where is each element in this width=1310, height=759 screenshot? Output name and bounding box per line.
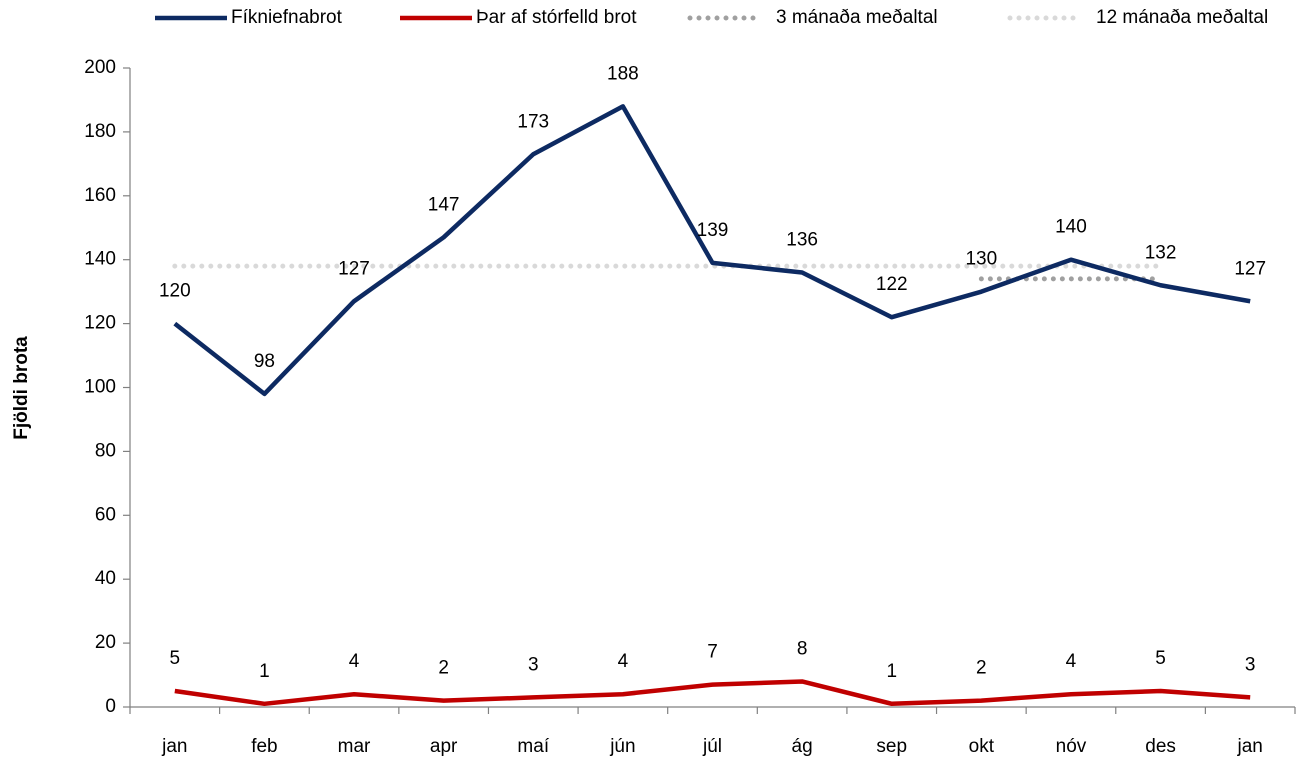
- y-tick-label: 100: [84, 377, 116, 398]
- y-tick-label: 140: [84, 249, 116, 270]
- data-label: 136: [786, 229, 818, 250]
- data-label: 140: [1055, 217, 1087, 238]
- x-tick-label: jan: [1237, 736, 1263, 757]
- data-label: 8: [797, 638, 808, 659]
- y-tick-label: 20: [95, 632, 116, 653]
- data-label: 98: [254, 351, 275, 372]
- y-tick-label: 60: [95, 504, 116, 525]
- data-label: 132: [1145, 242, 1177, 263]
- legend-label: Fíkniefnabrot: [231, 7, 343, 28]
- data-label: 120: [159, 281, 191, 302]
- x-tick-label: sep: [876, 736, 907, 757]
- data-label: 188: [607, 63, 639, 84]
- data-label: 3: [1245, 654, 1256, 675]
- series-line: [173, 104, 1251, 397]
- data-label: 147: [428, 194, 460, 215]
- data-label: 173: [517, 111, 549, 132]
- x-tick-label: jún: [609, 736, 635, 757]
- series-line: [174, 679, 1251, 707]
- data-label: 139: [697, 220, 729, 241]
- y-tick-label: 40: [95, 568, 116, 589]
- x-tick-label: jan: [161, 736, 187, 757]
- y-tick-label: 160: [84, 185, 116, 206]
- x-tick-label: nóv: [1056, 736, 1087, 757]
- legend-label: 3 mánaða meðaltal: [776, 7, 938, 28]
- data-label: 1: [886, 661, 897, 682]
- x-tick-label: des: [1145, 736, 1176, 757]
- data-label: 127: [338, 258, 370, 279]
- y-tick-label: 180: [84, 121, 116, 142]
- data-label: 122: [876, 274, 908, 295]
- x-tick-label: feb: [251, 736, 277, 757]
- data-label: 130: [965, 249, 997, 270]
- data-label: 2: [976, 658, 987, 679]
- data-label: 127: [1234, 258, 1266, 279]
- data-label: 4: [618, 651, 629, 672]
- y-tick-label: 0: [105, 696, 116, 717]
- y-tick-label: 80: [95, 440, 116, 461]
- data-label: 4: [1066, 651, 1077, 672]
- data-label: 7: [707, 642, 718, 663]
- y-tick-label: 200: [84, 57, 116, 78]
- data-label: 3: [528, 654, 539, 675]
- x-tick-label: ág: [792, 736, 813, 757]
- legend-label: 12 mánaða meðaltal: [1096, 7, 1268, 28]
- x-tick-label: maí: [517, 736, 549, 757]
- y-axis-label: Fjöldi brota: [11, 336, 32, 440]
- y-tick-label: 120: [84, 313, 116, 334]
- data-label: 5: [170, 648, 181, 669]
- data-label: 2: [438, 658, 449, 679]
- x-tick-label: apr: [430, 736, 458, 757]
- legend-label: Þar af stórfelld brot: [476, 7, 637, 28]
- x-tick-label: mar: [338, 736, 371, 757]
- x-tick-label: júl: [702, 736, 722, 757]
- data-label: 1: [259, 661, 270, 682]
- data-label: 4: [349, 651, 360, 672]
- x-tick-label: okt: [969, 736, 995, 757]
- data-label: 5: [1155, 648, 1166, 669]
